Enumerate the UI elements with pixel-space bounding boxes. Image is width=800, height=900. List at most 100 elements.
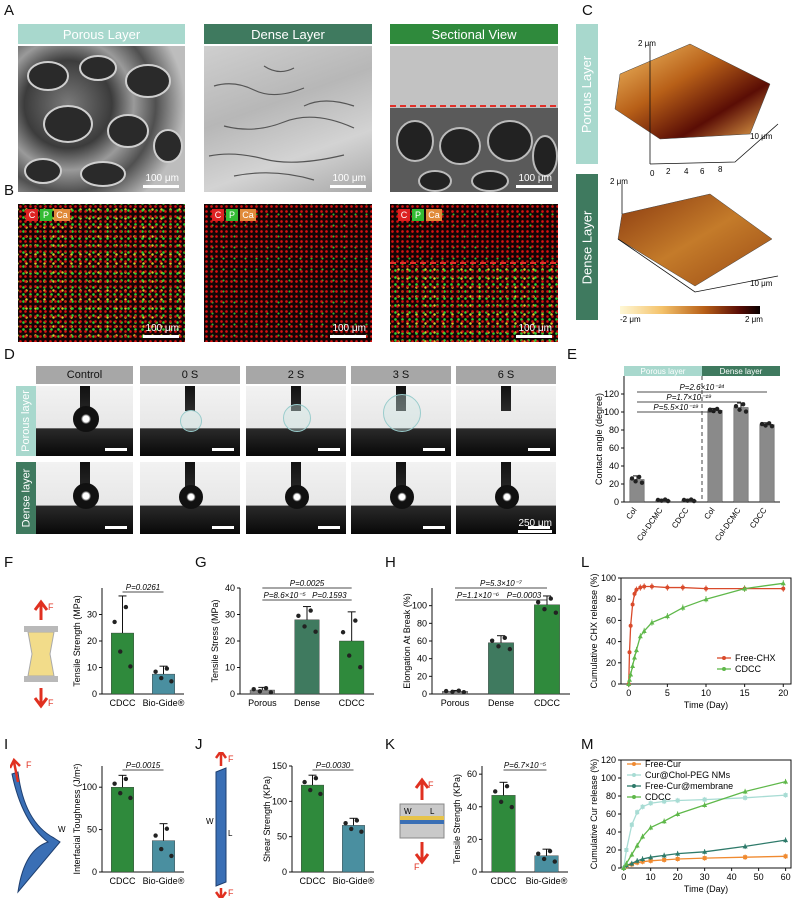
chart-g-tensile-stress: 0 10 20 30 40 Tensile Stress (MPa) Porous Dense… [210, 579, 374, 708]
needle [291, 462, 301, 495]
frame-scale-bar [105, 448, 127, 451]
data-point [169, 853, 174, 859]
contact-row-dense: Dense layer [16, 462, 36, 534]
data-point [308, 787, 313, 793]
y-tick-label: 30 [225, 610, 235, 620]
p-value: P=0.1593 [312, 591, 347, 600]
series-line [628, 585, 784, 685]
data-point [675, 851, 681, 856]
legend-label: Free-CHX [735, 653, 776, 663]
data-point [118, 790, 123, 796]
data-point [780, 580, 786, 586]
scale-bar-a1: 100 μm [143, 173, 179, 188]
data-point [123, 776, 129, 782]
group-header-dense [702, 366, 780, 376]
frame-scale-bar [212, 526, 234, 529]
data-point [509, 804, 514, 810]
y-tick-label: 20 [467, 834, 477, 844]
data-point [742, 586, 748, 591]
data-point [638, 585, 643, 590]
colorbar-min: -2 μm [620, 315, 641, 324]
data-point [702, 849, 708, 854]
bar [534, 855, 559, 873]
data-point [640, 834, 646, 839]
afm-tick: 10 μm [750, 132, 773, 141]
clamp-bottom [24, 676, 58, 682]
width-label: W [58, 825, 66, 834]
data-point [655, 497, 661, 503]
data-point [783, 779, 789, 784]
contact-angle-frame [351, 462, 451, 534]
contact-header-control: Control [36, 366, 133, 384]
data-point [740, 402, 746, 407]
clamp-top [24, 626, 58, 632]
data-point [640, 859, 645, 864]
layer-blue [400, 820, 444, 824]
data-point [496, 644, 501, 649]
arrow-up-icon [10, 757, 21, 783]
frame-scale-bar [423, 526, 445, 529]
data-point [553, 610, 559, 615]
category-label: Col-DCMC [635, 506, 665, 543]
x-tick-label: 60 [781, 872, 791, 882]
force-label: F [26, 760, 32, 770]
data-point [783, 854, 788, 859]
data-point [358, 665, 363, 670]
data-point [349, 826, 354, 832]
data-point [633, 647, 639, 653]
force-label: F [48, 602, 54, 612]
data-point [633, 479, 638, 484]
data-point [296, 613, 301, 619]
header-sectional-view: Sectional View [390, 24, 558, 44]
eds-porous-map: C P Ca 100 μm [18, 204, 185, 342]
eds-dense-map: C P Ca 100 μm [204, 204, 372, 342]
y-tick-label: 0 [92, 689, 97, 699]
afm-tick: 10 μm [750, 279, 773, 288]
sem-dense-image: 100 μm [204, 46, 372, 192]
x-tick-label: 20 [778, 688, 788, 698]
category-label: CDCC [300, 876, 326, 886]
legend-marker [722, 656, 726, 660]
data-point [648, 858, 653, 863]
p-value: P=0.0030 [316, 761, 351, 770]
data-point [456, 688, 461, 693]
droplet [180, 410, 202, 432]
data-point [128, 795, 133, 801]
afm-label-porous: Porous Layer [576, 24, 598, 164]
y-tick-label: 50 [87, 825, 97, 835]
y-tick-label: 20 [87, 636, 97, 646]
data-point [251, 687, 256, 692]
y-axis-label: Elongation At Break (%) [402, 593, 412, 689]
y-tick-label: 100 [601, 773, 616, 783]
frame-scale-bar [318, 526, 340, 529]
data-point [665, 585, 670, 590]
panel-label-a: A [4, 2, 15, 19]
data-point [302, 779, 307, 785]
data-point [629, 476, 635, 481]
frame-scale-bar [528, 448, 550, 451]
data-point [636, 474, 642, 480]
data-point [340, 630, 346, 635]
data-point [164, 826, 170, 831]
y-axis-label: Contact angle (degree) [594, 393, 604, 485]
contact-angle-frame [456, 462, 556, 534]
p-value: P=0.0025 [290, 579, 325, 588]
p-value: P=6.7×10⁻⁵ [504, 761, 547, 770]
data-point [661, 818, 667, 824]
eds-section-map: C P Ca 100 μm [390, 204, 558, 342]
bar [152, 840, 175, 873]
category-label: CDCC [670, 506, 691, 530]
y-tick-label: 40 [606, 827, 616, 837]
data-point [680, 605, 686, 610]
category-label: Dense [294, 698, 320, 708]
panel-label-m: M [581, 736, 594, 753]
p-value: P=0.0261 [126, 583, 160, 592]
afm-tick: 8 [718, 165, 723, 174]
y-tick-label: 20 [225, 636, 235, 646]
chart-m-cur-release: 0 10 20 30 40 50 60 0 20 40 60 80 100 120 Time (Day) Cu… [589, 755, 792, 894]
legend-label: CDCC [645, 792, 671, 802]
y-tick-label: 40 [417, 654, 427, 664]
data-point [630, 602, 635, 607]
scale-bar-a3: 100 μm [516, 173, 552, 188]
